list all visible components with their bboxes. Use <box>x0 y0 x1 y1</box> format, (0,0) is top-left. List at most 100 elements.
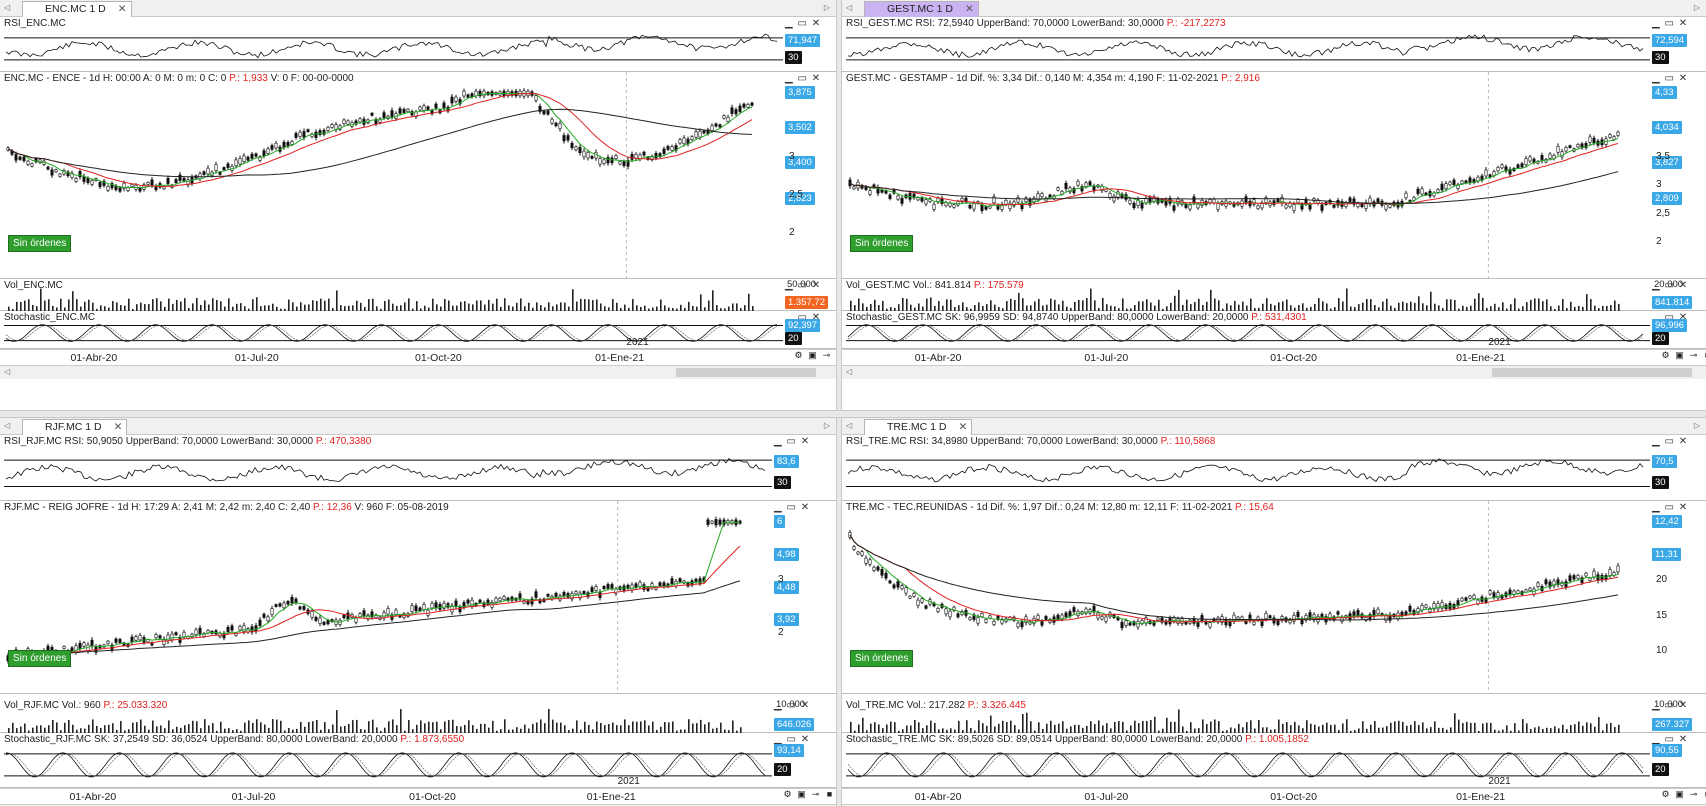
scroll-right-icon[interactable]: ▷ <box>823 3 830 12</box>
volume-bar <box>380 308 382 311</box>
candle-body <box>1320 204 1324 211</box>
tab-chart[interactable]: GEST.MC 1 D ✕ <box>864 1 979 17</box>
scroll-left-icon[interactable]: ◁ <box>846 367 853 376</box>
volume-bar <box>404 730 406 733</box>
volume-bar <box>1154 716 1156 733</box>
volume-bar <box>1422 722 1424 733</box>
pane-window-controls[interactable]: ▁ ▭ ✕ <box>1652 436 1689 447</box>
scroll-left-icon[interactable]: ◁ <box>4 3 11 12</box>
candle-body <box>1516 590 1520 594</box>
pane-window-controls[interactable]: ▁ ▭ ✕ <box>1652 18 1689 29</box>
candle-body <box>1036 614 1040 620</box>
scroll-left-icon[interactable]: ◁ <box>846 3 853 12</box>
scroll-right-icon[interactable]: ▷ <box>1693 3 1700 12</box>
candle-body <box>606 157 610 164</box>
pin-icon[interactable]: ⊸ <box>1689 789 1698 799</box>
save-icon[interactable]: ▣ <box>1675 350 1684 360</box>
pane-window-controls[interactable]: ▁ ▭ ✕ <box>1652 700 1689 711</box>
horizontal-scrollbar[interactable]: ◁ <box>842 365 1706 379</box>
candle-body <box>290 596 294 604</box>
pin-icon[interactable]: ⊸ <box>822 350 831 360</box>
tab-chart[interactable]: RJF.MC 1 D ✕ <box>22 419 128 435</box>
volume-bar <box>1210 289 1212 311</box>
pane-window-controls[interactable]: ▁ ▭ ✕ <box>774 436 811 447</box>
chart-settings-icon[interactable]: ⚙ <box>783 789 792 799</box>
pane-window-controls[interactable]: ▁ ▭ ✕ <box>785 18 822 29</box>
candle-body <box>1348 197 1352 202</box>
price-tag: 2,809 <box>1652 191 1682 205</box>
volume-bar <box>1410 724 1412 733</box>
pane-window-controls[interactable]: ▁ ▭ ✕ <box>785 73 822 84</box>
tab-chart[interactable]: ENC.MC 1 D ✕ <box>22 1 132 17</box>
volume-bar <box>1050 298 1052 311</box>
volume-bar <box>576 720 578 733</box>
close-icon[interactable]: ✕ <box>958 421 968 433</box>
volume-bar <box>224 728 226 733</box>
volume-bar <box>388 721 390 733</box>
pane-window-controls[interactable]: ▁ ▭ ✕ <box>1652 312 1689 323</box>
volume-bar <box>460 301 462 311</box>
volume-bar <box>982 306 984 311</box>
pane-window-controls[interactable]: ▁ ▭ ✕ <box>774 700 811 711</box>
pin-icon[interactable]: ⊸ <box>1689 350 1698 360</box>
chart-settings-icon[interactable]: ⚙ <box>1661 789 1670 799</box>
candle-body <box>1272 200 1276 206</box>
candle-body <box>622 161 626 167</box>
stochastic-pane: ▁ ▭ ✕ Stochastic_ENC.MC 92,397 20 2021 <box>0 311 836 349</box>
horizontal-scrollbar[interactable]: ◁ <box>842 804 1706 806</box>
volume-bar <box>244 722 246 733</box>
candle-body <box>574 591 578 595</box>
save-icon[interactable]: ▣ <box>808 350 817 360</box>
volume-bar <box>1110 728 1112 733</box>
pane-window-controls[interactable]: ▁ ▭ ✕ <box>785 312 822 323</box>
scroll-right-icon[interactable]: ▷ <box>823 421 830 430</box>
volume-bar <box>1122 298 1124 311</box>
scrollbar-thumb[interactable] <box>676 368 816 377</box>
horizontal-scrollbar[interactable]: ◁ <box>0 365 836 379</box>
chart-settings-icon[interactable]: ⚙ <box>1661 350 1670 360</box>
close-icon[interactable]: ✕ <box>117 3 127 15</box>
candle-body <box>646 587 650 591</box>
candle-body <box>162 638 166 645</box>
pane-window-controls[interactable]: ▁ ▭ ✕ <box>1652 280 1689 291</box>
pane-window-controls[interactable]: ▁ ▭ ✕ <box>774 734 811 745</box>
volume-bar <box>188 724 190 733</box>
volume-bar <box>854 730 856 733</box>
candle-body <box>386 608 390 615</box>
chart-settings-icon[interactable]: ⚙ <box>794 350 803 360</box>
pane-window-controls[interactable]: ▁ ▭ ✕ <box>1652 73 1689 84</box>
save-icon[interactable]: ▣ <box>797 789 806 799</box>
pane-window-controls[interactable]: ▁ ▭ ✕ <box>1652 502 1689 513</box>
scroll-left-icon[interactable]: ◁ <box>4 367 11 376</box>
volume-bar <box>1502 729 1504 733</box>
scroll-right-icon[interactable]: ▷ <box>1693 421 1700 430</box>
vertical-splitter[interactable] <box>836 0 842 806</box>
volume-bar <box>1026 305 1028 311</box>
candle-body <box>1268 615 1272 619</box>
scroll-left-icon[interactable]: ◁ <box>4 421 11 430</box>
volume-bar <box>1538 726 1540 733</box>
volume-bar <box>914 719 916 733</box>
close-icon[interactable]: ✕ <box>964 3 974 15</box>
pane-title-p: P.: 1,933 <box>229 73 268 84</box>
horizontal-scrollbar[interactable]: ◁ <box>0 804 836 806</box>
pin-icon[interactable]: ⊸ <box>811 789 820 799</box>
tab-chart[interactable]: TRE.MC 1 D ✕ <box>864 419 973 435</box>
scrollbar-thumb[interactable] <box>1492 368 1692 377</box>
pane-window-controls[interactable]: ▁ ▭ ✕ <box>774 502 811 513</box>
color-icon[interactable]: ■ <box>835 350 836 361</box>
close-icon[interactable]: ✕ <box>113 421 123 433</box>
color-icon[interactable]: ■ <box>1702 350 1706 361</box>
color-icon[interactable]: ■ <box>826 789 833 799</box>
volume-bar <box>1446 299 1448 311</box>
pane-window-controls[interactable]: ▁ ▭ ✕ <box>785 280 822 291</box>
volume-bar <box>156 726 158 733</box>
save-icon[interactable]: ▣ <box>1675 789 1684 799</box>
volume-bar <box>1294 307 1296 311</box>
pane-window-controls[interactable]: ▁ ▭ ✕ <box>1652 734 1689 745</box>
color-icon[interactable]: ■ <box>1702 789 1706 800</box>
volume-bar <box>1258 719 1260 733</box>
horizontal-splitter[interactable] <box>0 410 1706 418</box>
scroll-left-icon[interactable]: ◁ <box>846 421 853 430</box>
volume-bar <box>1334 724 1336 733</box>
